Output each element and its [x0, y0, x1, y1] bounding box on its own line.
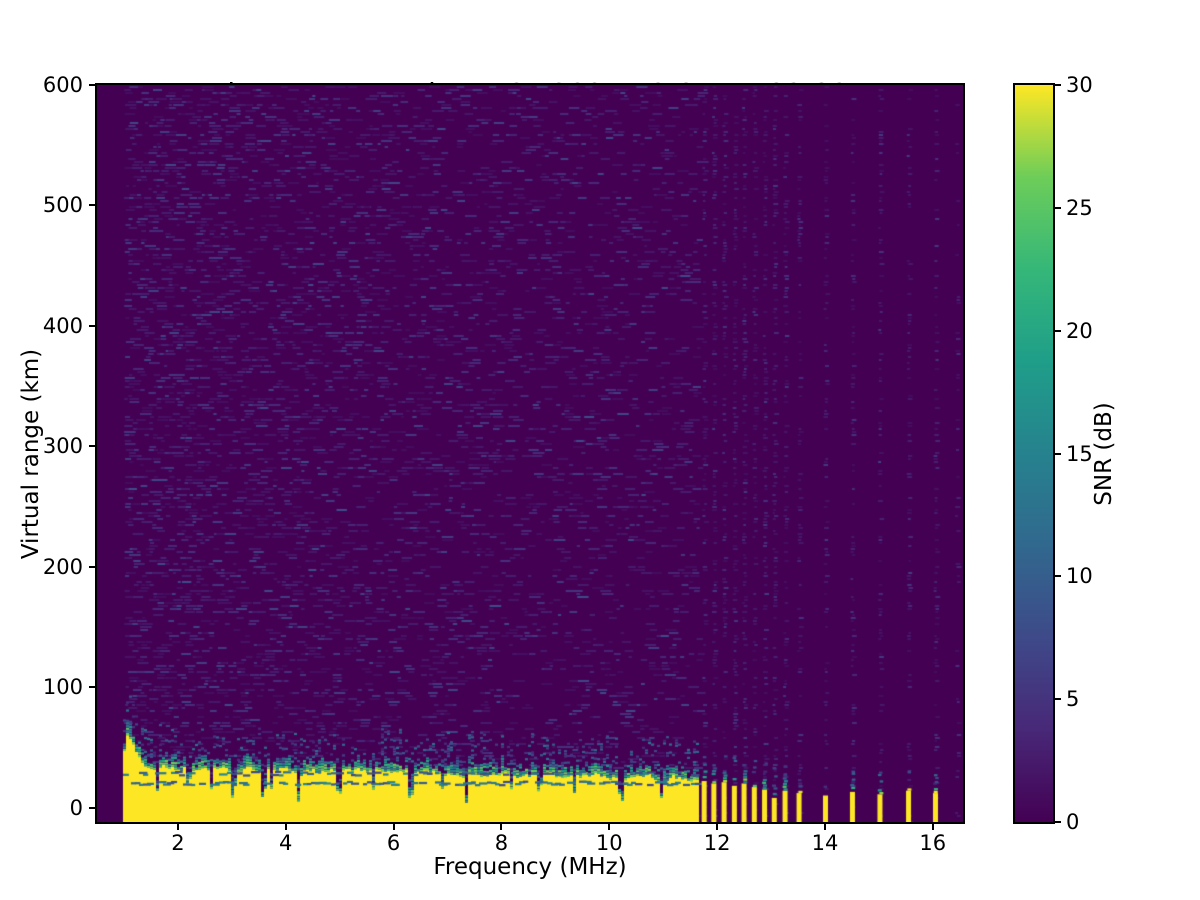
heatmap-canvas [97, 85, 963, 822]
colorbar-tick-label: 0 [1066, 810, 1080, 834]
y-tick-mark [89, 84, 95, 86]
y-tick-label: 0 [69, 795, 83, 820]
x-tick-mark [284, 824, 287, 830]
colorbar-tick-mark [1055, 575, 1061, 578]
x-tick-mark [392, 824, 395, 830]
y-tick-label: 400 [42, 313, 83, 338]
x-tick-label: 16 [919, 831, 947, 855]
x-tick-label: 8 [494, 831, 509, 855]
x-tick-label: 12 [703, 831, 731, 855]
x-tick-mark [716, 824, 719, 830]
x-tick-label: 2 [171, 831, 185, 855]
y-tick-label: 300 [42, 434, 83, 459]
y-tick-mark [89, 445, 95, 448]
colorbar-tick-mark [1055, 329, 1061, 332]
y-tick-label: 500 [42, 193, 83, 218]
colorbar-tick-label: 5 [1066, 687, 1080, 712]
x-tick-mark [500, 824, 503, 830]
colorbar-canvas [1015, 85, 1053, 822]
plot-area [95, 83, 965, 824]
y-tick-mark [89, 565, 95, 568]
colorbar [1013, 83, 1055, 824]
x-tick-mark [176, 824, 179, 830]
x-tick-mark [608, 824, 611, 830]
colorbar-tick-mark [1055, 452, 1061, 455]
colorbar-tick-label: 15 [1066, 441, 1093, 466]
y-tick-mark [89, 204, 95, 207]
colorbar-tick-mark [1055, 821, 1061, 823]
colorbar-tick-label: 25 [1066, 195, 1093, 220]
y-tick-mark [89, 686, 95, 689]
y-tick-mark [89, 324, 95, 327]
x-tick-label: 6 [386, 831, 401, 855]
y-tick-mark [89, 806, 95, 809]
y-tick-label: 200 [42, 554, 83, 579]
x-tick-label: 14 [811, 831, 839, 855]
colorbar-tick-label: 30 [1066, 73, 1093, 97]
colorbar-tick-mark [1055, 206, 1061, 209]
y-tick-label: 600 [42, 73, 83, 97]
x-axis-label: Frequency (MHz) [433, 854, 627, 880]
x-tick-mark [823, 824, 826, 830]
colorbar-tick-label: 10 [1066, 564, 1093, 589]
colorbar-tick-mark [1055, 698, 1061, 701]
x-tick-label: 4 [279, 831, 293, 855]
colorbar-tick-mark [1055, 84, 1061, 86]
colorbar-tick-label: 20 [1066, 318, 1093, 343]
y-tick-label: 100 [42, 675, 83, 700]
x-tick-mark [931, 824, 934, 830]
x-tick-label: 10 [595, 831, 623, 855]
